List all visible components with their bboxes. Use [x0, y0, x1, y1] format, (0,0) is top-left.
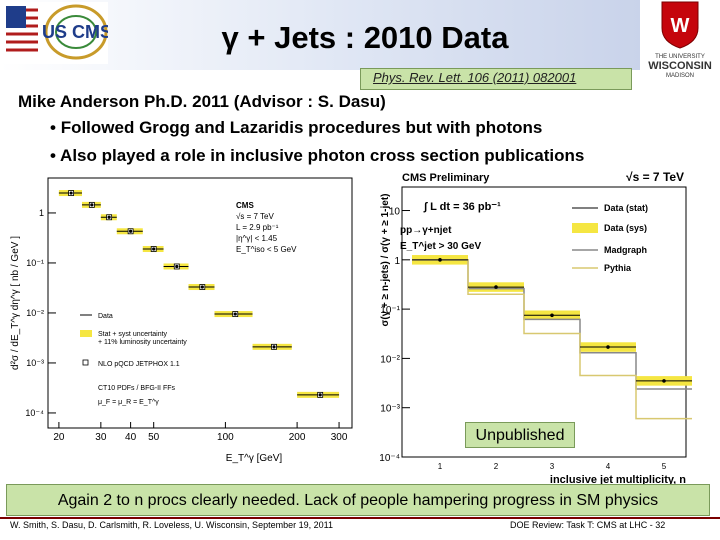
- left-data-point: [107, 215, 111, 219]
- left-legend-band-swatch: [80, 330, 92, 337]
- left-y-axis-label: d²σ / dE_T^γ dη^γ [ nb / GeV ]: [10, 236, 21, 370]
- right-chart-title: CMS Preliminary: [402, 172, 490, 184]
- footer-credits: W. Smith, S. Dasu, D. Carlsmith, R. Love…: [10, 520, 333, 530]
- left-x-tick-label: 30: [95, 432, 107, 443]
- left-data-point: [129, 229, 133, 233]
- us-cms-logo: US CMS: [4, 2, 108, 64]
- left-x-tick-label: 300: [331, 432, 348, 443]
- conclusion-banner: Again 2 to n procs clearly needed. Lack …: [6, 484, 710, 516]
- right-annotation: √s = 7 TeV: [626, 170, 684, 184]
- left-x-tick-label: 50: [148, 432, 160, 443]
- right-annotation: E_T^jet > 30 GeV: [400, 241, 481, 252]
- footer-divider: [0, 517, 720, 519]
- uw-logo-line3: MADISON: [666, 73, 694, 79]
- left-legend-entry: Data: [98, 313, 113, 320]
- bullet-item: • Followed Grogg and Lazaridis procedure…: [50, 118, 543, 137]
- left-data-point: [90, 203, 94, 207]
- right-x-tick-label: 4: [606, 462, 611, 471]
- right-legend-entry: Pythia: [604, 263, 632, 273]
- right-y-tick-label: 10: [389, 207, 401, 218]
- right-data-point: [606, 345, 610, 349]
- bullet-text: Followed Grogg and Lazaridis procedures …: [60, 118, 543, 137]
- right-y-tick-label: 10⁻⁴: [379, 453, 400, 464]
- left-data-point: [318, 393, 322, 397]
- svg-text:W: W: [671, 15, 690, 37]
- left-legend-entry: μ_F = μ_R = E_T^γ: [98, 399, 159, 406]
- unpublished-label: Unpublished: [465, 422, 575, 448]
- left-y-tick-label: 1: [39, 208, 44, 218]
- left-data-point: [175, 264, 179, 269]
- right-y-tick-label: 1: [394, 256, 400, 267]
- left-legend-entry: CT10 PDFs / BFG-II FFs: [98, 385, 176, 392]
- right-x-tick-label: 1: [438, 462, 443, 471]
- right-pythia-step: [412, 259, 692, 420]
- left-annotation: |η^γ| < 1.45: [236, 234, 278, 243]
- right-legend-entry: Data (sys): [604, 223, 647, 233]
- left-legend-theory-swatch: [82, 359, 89, 366]
- left-y-tick-label: 10⁻⁴: [25, 408, 44, 418]
- left-x-axis-label: E_T^γ [GeV]: [226, 453, 283, 464]
- left-legend-entry: Stat + syst uncertainty: [98, 331, 168, 338]
- right-data-point: [550, 313, 554, 318]
- right-y-axis-label: σ(γ + ≥ n-jets) / σ(γ + ≥ 1-jet): [380, 193, 391, 326]
- uw-logo-line2: WISCONSIN: [648, 60, 712, 72]
- right-x-axis-label: inclusive jet multiplicity, n: [550, 474, 686, 486]
- bullet-item: • Also played a role in inclusive photon…: [50, 146, 585, 165]
- left-annotation: L = 2.9 pb⁻¹: [236, 223, 279, 232]
- right-data-point: [438, 258, 442, 262]
- right-data-point: [494, 285, 498, 289]
- right-legend-sys-swatch: [572, 223, 598, 233]
- left-data-point: [233, 312, 237, 316]
- left-x-tick-label: 40: [125, 432, 137, 443]
- uw-logo: W THE UNIVERSITY WISCONSIN MADISON: [640, 0, 720, 80]
- author-line: Mike Anderson Ph.D. 2011 (Advisor : S. D…: [18, 92, 386, 111]
- right-data-point: [662, 379, 666, 383]
- right-x-tick-label: 2: [494, 462, 499, 471]
- right-legend-entry: Madgraph: [604, 245, 647, 255]
- left-data-point: [272, 345, 276, 349]
- right-y-tick-label: 10⁻²: [380, 354, 400, 365]
- uw-logo-line1: THE UNIVERSITY: [655, 54, 705, 60]
- bullet-text: Also played a role in inclusive photon c…: [60, 146, 585, 165]
- left-x-tick-label: 20: [53, 432, 65, 443]
- left-legend-entry: + 11% luminosity uncertainty: [98, 339, 187, 346]
- left-y-tick-label: 10⁻³: [26, 358, 44, 368]
- right-annotation: pp→γ+njet: [400, 225, 452, 236]
- slide-title: γ + Jets : 2010 Data: [221, 20, 509, 55]
- left-x-tick-label: 100: [217, 432, 234, 443]
- right-y-tick-label: 10⁻¹: [380, 305, 400, 316]
- right-y-tick-label: 10⁻³: [380, 404, 400, 415]
- jet-multiplicity-ratio-plot: CMS Preliminary 10⁻⁴ 10⁻³ 10⁻² 10⁻¹ 1 10 1 2 3 4…: [379, 170, 692, 486]
- right-annotation: ∫ L dt = 36 pb⁻¹: [423, 201, 501, 213]
- photon-cross-section-plot: 1 10⁻¹ 10⁻² 10⁻³ 10⁻⁴ 20 30 40 50 100 200 300 d²σ …: [10, 177, 353, 464]
- left-annotation: E_T^iso < 5 GeV: [236, 245, 297, 254]
- left-annotation: CMS: [236, 201, 254, 210]
- cms-logo-text: US CMS: [42, 22, 108, 42]
- left-legend-entry: NLO pQCD JETPHOX 1.1: [98, 361, 180, 368]
- right-x-tick-label: 5: [662, 462, 667, 471]
- left-data-point: [200, 285, 204, 289]
- left-annotation: √s = 7 TeV: [236, 212, 274, 221]
- reference-citation[interactable]: Phys. Rev. Lett. 106 (2011) 082001: [360, 68, 632, 90]
- left-y-tick-label: 10⁻²: [26, 308, 44, 318]
- left-x-tick-label: 200: [289, 432, 306, 443]
- right-legend-entry: Data (stat): [604, 203, 648, 213]
- footer-page-info: DOE Review: Task T: CMS at LHC - 32: [510, 520, 666, 530]
- left-data-point: [152, 247, 156, 251]
- left-y-tick-label: 10⁻¹: [26, 258, 44, 268]
- right-x-tick-label: 3: [550, 462, 555, 471]
- left-data-point: [69, 191, 73, 195]
